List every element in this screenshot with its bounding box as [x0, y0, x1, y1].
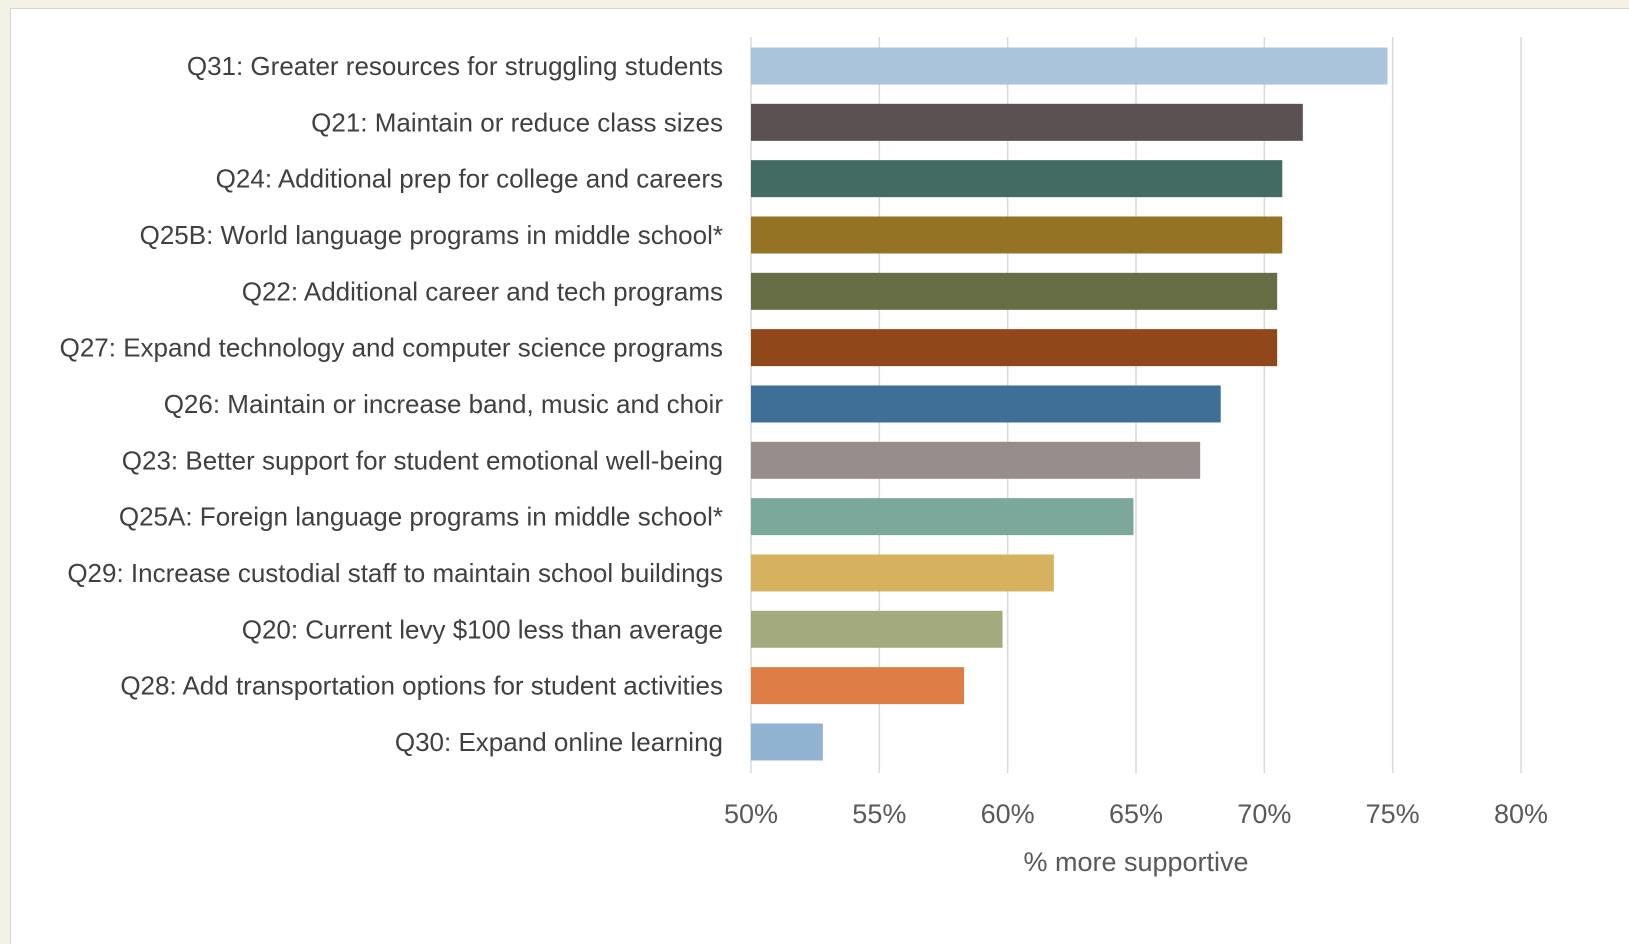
x-tick-label: 80%	[1494, 799, 1548, 829]
category-label: Q25A: Foreign language programs in middl…	[119, 502, 723, 532]
category-label: Q28: Add transportation options for stud…	[120, 671, 723, 701]
category-label: Q27: Expand technology and computer scie…	[60, 333, 723, 363]
x-tick-label: 55%	[852, 799, 906, 829]
bar	[751, 160, 1283, 198]
x-tick-label: 70%	[1237, 799, 1291, 829]
bars	[751, 47, 1388, 761]
category-label: Q31: Greater resources for struggling st…	[187, 51, 723, 81]
bar	[751, 441, 1201, 479]
category-label: Q25B: World language programs in middle …	[140, 220, 723, 250]
bar	[751, 498, 1134, 536]
bar	[751, 610, 1003, 648]
x-tick-label: 50%	[724, 799, 778, 829]
category-label: Q22: Additional career and tech programs	[242, 276, 723, 306]
category-label: Q23: Better support for student emotiona…	[122, 445, 723, 475]
x-tick-label: 75%	[1366, 799, 1420, 829]
bar-chart: Q31: Greater resources for struggling st…	[60, 37, 1548, 877]
chart-panel: Q31: Greater resources for struggling st…	[10, 8, 1629, 944]
bar	[751, 47, 1388, 85]
category-labels: Q31: Greater resources for struggling st…	[60, 51, 724, 757]
category-label: Q30: Expand online learning	[395, 727, 723, 757]
bar	[751, 216, 1283, 254]
x-tick-label: 65%	[1109, 799, 1163, 829]
category-label: Q24: Additional prep for college and car…	[216, 164, 723, 194]
category-label: Q29: Increase custodial staff to maintai…	[67, 558, 723, 588]
bar	[751, 103, 1303, 141]
x-axis-title: % more supportive	[1023, 847, 1248, 877]
category-label: Q26: Maintain or increase band, music an…	[164, 389, 724, 419]
x-tick-label: 60%	[981, 799, 1035, 829]
category-label: Q21: Maintain or reduce class sizes	[311, 107, 723, 137]
bar	[751, 272, 1278, 310]
bar	[751, 329, 1278, 367]
category-label: Q20: Current levy $100 less than average	[242, 614, 723, 644]
bar	[751, 554, 1054, 592]
bar	[751, 667, 965, 705]
bar	[751, 385, 1221, 423]
x-tick-labels: 50% 55% 60% 65% 70% 75% 80%	[724, 799, 1548, 829]
bar	[751, 723, 823, 761]
